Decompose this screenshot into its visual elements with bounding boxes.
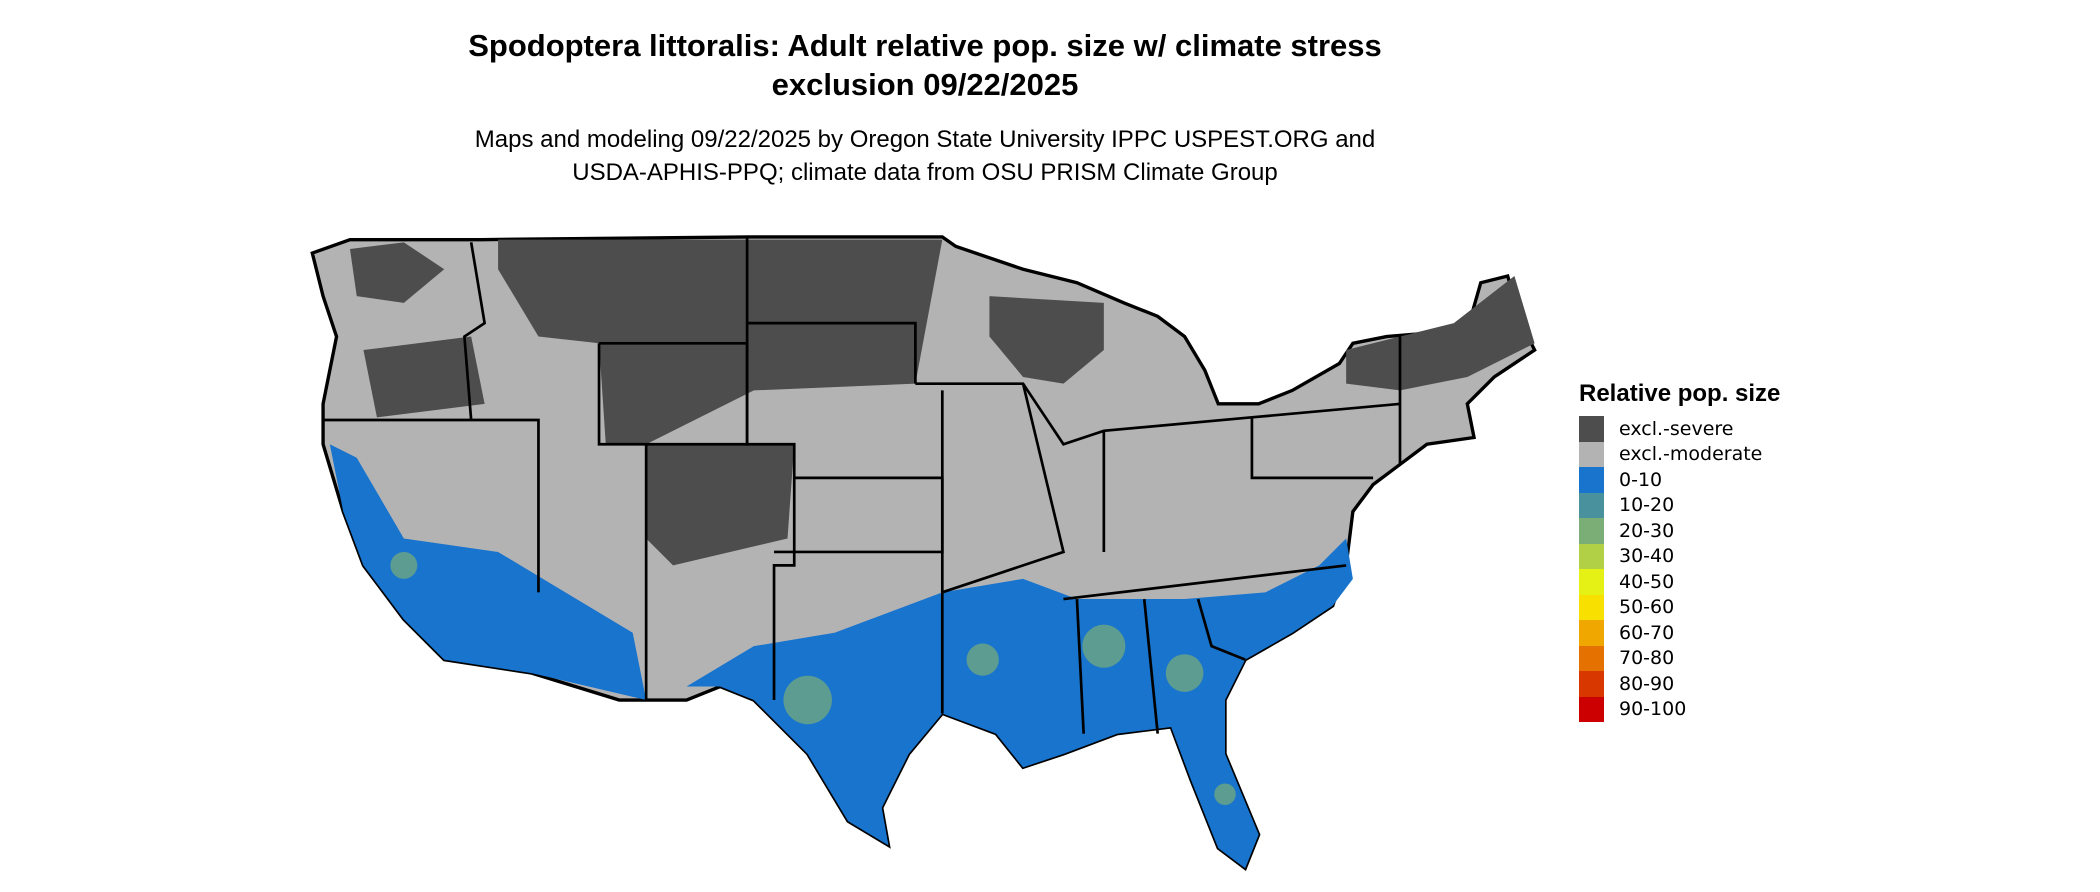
legend-item: excl.-severe [1579, 416, 1780, 442]
legend-swatch [1579, 492, 1604, 518]
legend-item: 0-10 [1579, 467, 1780, 493]
map-title-line2: exclusion 09/22/2025 [771, 67, 1079, 102]
legend-item: 80-90 [1579, 671, 1780, 697]
legend-item: 60-70 [1579, 620, 1780, 646]
legend-label: 50-60 [1619, 596, 1675, 619]
legend-item: 10-20 [1579, 492, 1780, 518]
legend-item: 40-50 [1579, 569, 1780, 595]
legend-label: 10-20 [1619, 494, 1675, 517]
legend-label: 0-10 [1619, 468, 1663, 491]
legend-label: 40-50 [1619, 570, 1675, 593]
legend-swatch [1579, 645, 1604, 671]
legend-label: 90-100 [1619, 698, 1687, 721]
legend-label: 60-70 [1619, 621, 1675, 644]
legend-item: 90-100 [1579, 696, 1780, 722]
legend-swatch [1579, 518, 1604, 544]
legend-item: 50-60 [1579, 594, 1780, 620]
state-borders [323, 236, 1402, 734]
suitable-0-10-regions [329, 444, 1353, 869]
legend-title: Relative pop. size [1579, 380, 1781, 407]
legend-swatch [1579, 696, 1604, 722]
legend-label: 70-80 [1619, 647, 1675, 670]
legend-label: excl.-moderate [1619, 443, 1763, 466]
legend-label: 80-90 [1619, 672, 1675, 695]
legend-item: 30-40 [1579, 543, 1780, 569]
legend-item: 20-30 [1579, 518, 1780, 544]
legend-swatch [1579, 620, 1604, 646]
legend-swatch [1579, 671, 1604, 697]
legend-label: 30-40 [1619, 545, 1675, 568]
legend-label: excl.-severe [1619, 417, 1734, 440]
legend-swatch [1579, 569, 1604, 595]
map-title-line1: Spodoptera littoralis: Adult relative po… [468, 28, 1382, 63]
legend-label: 20-30 [1619, 519, 1675, 542]
legend-swatch [1579, 467, 1604, 493]
suitable-20-40-speckles [390, 551, 1236, 806]
subtitle-line2: USDA-APHIS-PPQ; climate data from OSU PR… [572, 159, 1278, 186]
legend-swatch [1579, 594, 1604, 620]
legend-item: excl.-moderate [1579, 441, 1780, 467]
legend: Relative pop. size excl.-severe excl.-mod… [1579, 380, 1780, 722]
legend-swatch [1579, 416, 1604, 442]
legend-swatch [1579, 441, 1604, 467]
subtitle-line1: Maps and modeling 09/22/2025 by Oregon S… [474, 126, 1376, 153]
legend-item: 70-80 [1579, 645, 1780, 671]
legend-swatch [1579, 543, 1604, 569]
